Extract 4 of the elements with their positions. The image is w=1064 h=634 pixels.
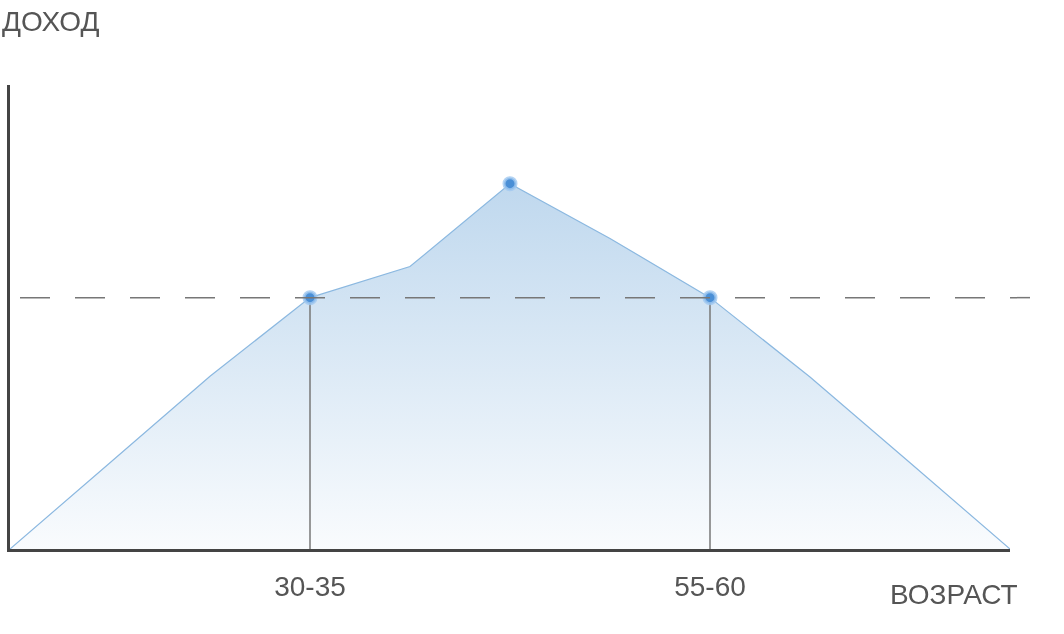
text: ДОХОД xyxy=(2,6,100,37)
x-tick-label: 30-35 xyxy=(274,570,346,602)
x-axis-title: ВОЗРАСТ xyxy=(890,579,1018,610)
x-tick-label: 55-60 xyxy=(674,570,746,602)
